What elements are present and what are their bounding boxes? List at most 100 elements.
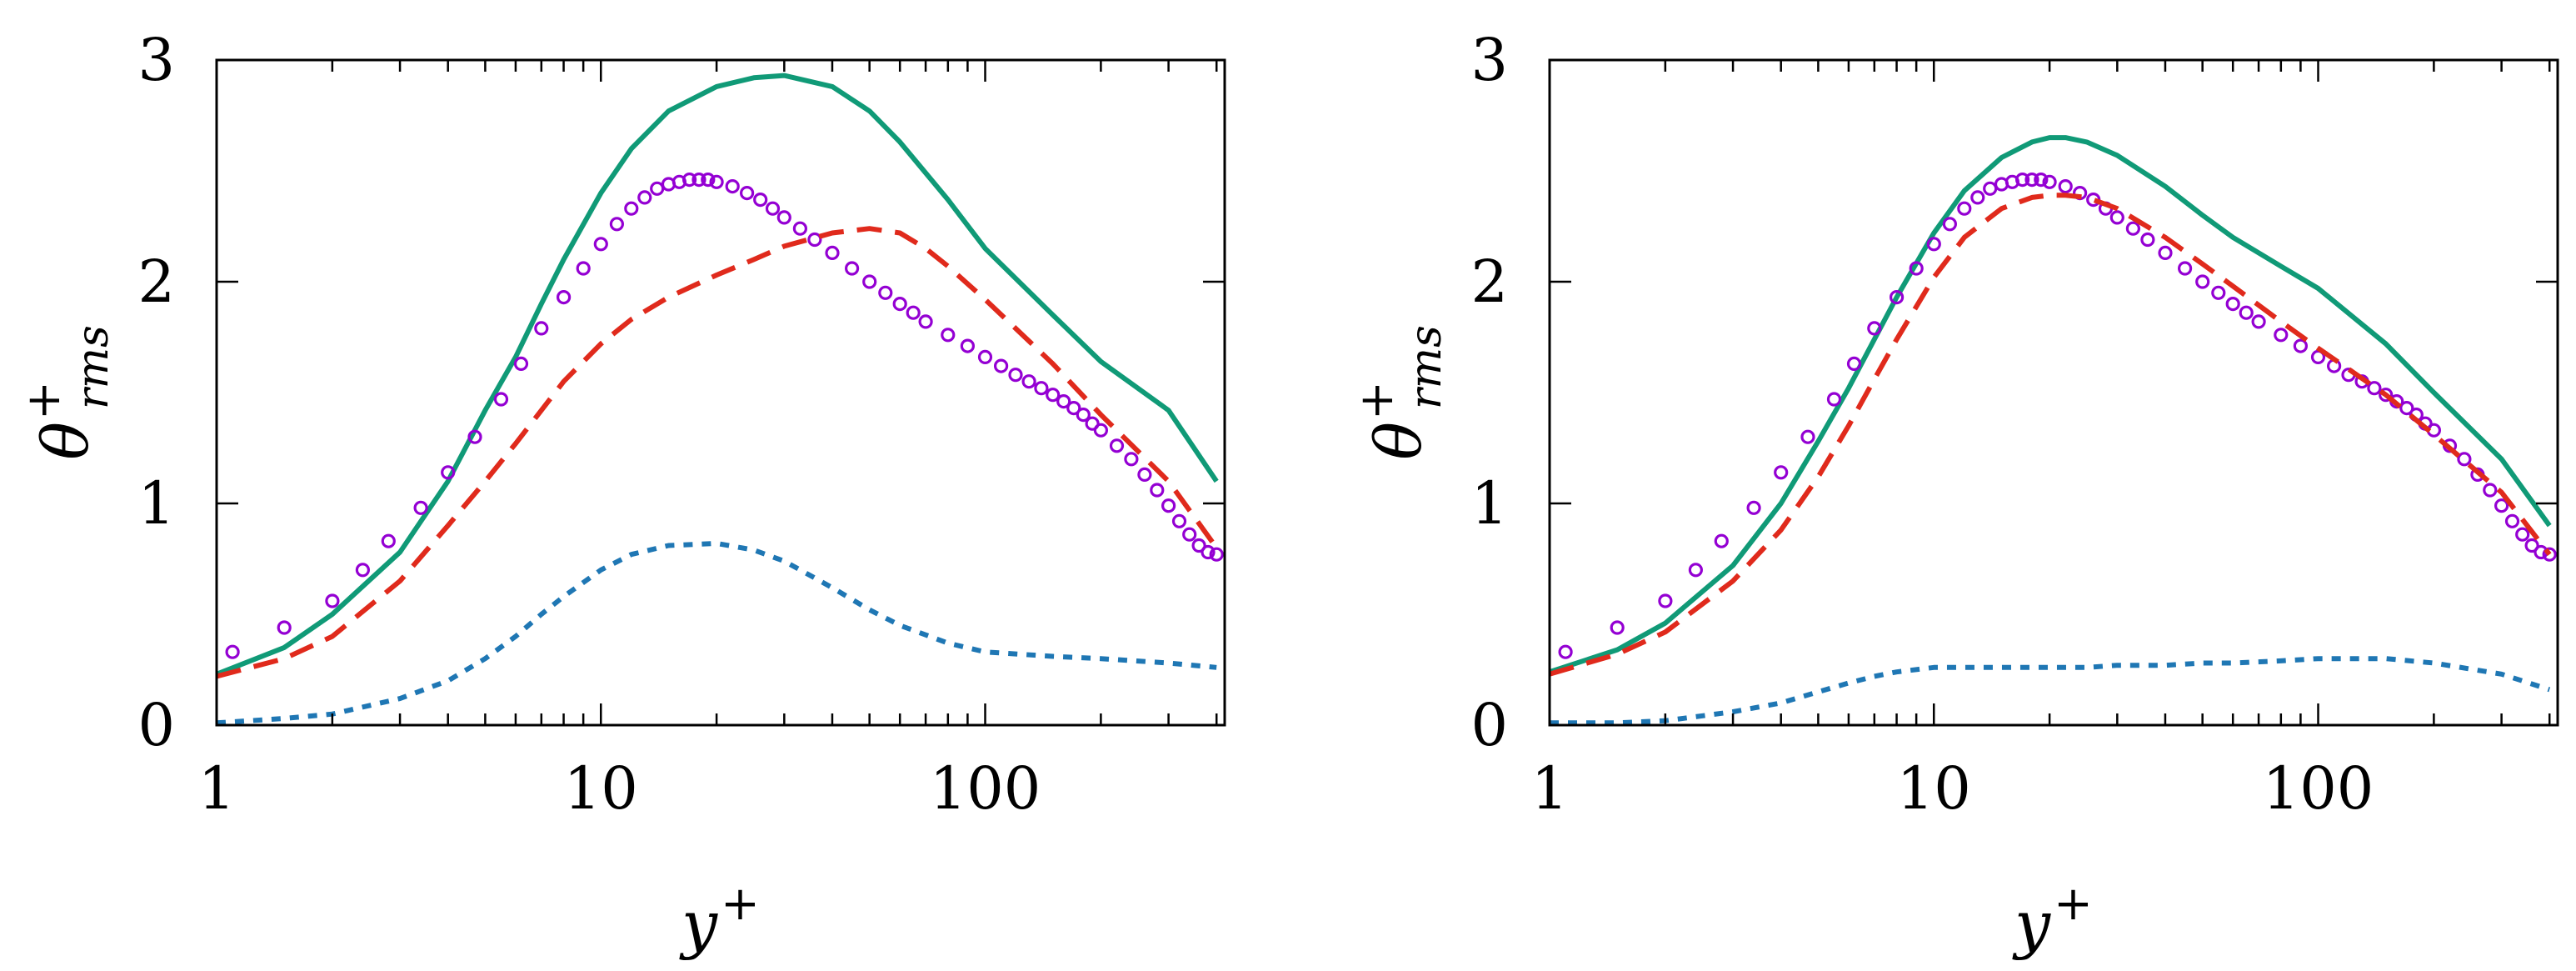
data-point <box>467 429 482 444</box>
data-point <box>1826 392 1842 407</box>
data-point <box>701 173 716 188</box>
plot-frame <box>1548 58 2559 727</box>
data-point <box>765 201 781 216</box>
y-axis-label-base: θ <box>1361 422 1435 460</box>
data-point <box>1150 483 1165 498</box>
data-point <box>1909 261 1924 276</box>
data-point <box>2109 210 2124 225</box>
series-dashed-line <box>1550 193 2552 677</box>
data-point <box>2024 173 2039 188</box>
data-point <box>650 181 665 196</box>
data-point <box>776 210 791 225</box>
data-point <box>1085 416 1100 431</box>
data-point <box>325 593 340 608</box>
data-point <box>1970 190 1985 205</box>
x-tick-label: 100 <box>2263 754 2374 823</box>
data-point <box>2195 274 2210 289</box>
data-point <box>1076 408 1091 423</box>
data-point <box>2225 297 2240 312</box>
x-tick-label: 10 <box>564 754 638 823</box>
data-point <box>2293 338 2308 353</box>
y-tick-label: 2 <box>137 248 175 316</box>
y-tick-label: 1 <box>1470 469 1508 538</box>
series-group <box>1550 135 2557 725</box>
data-point <box>709 174 724 189</box>
x-axis-label-sup: + <box>721 877 760 931</box>
data-point <box>277 620 292 635</box>
data-point <box>225 644 240 659</box>
data-point <box>1191 538 1206 553</box>
data-point <box>1846 356 1862 371</box>
data-point <box>1926 237 1941 252</box>
data-point <box>2158 245 2173 260</box>
data-point <box>441 465 456 480</box>
y-tick-label: 3 <box>137 26 175 94</box>
data-point <box>2399 401 2414 416</box>
data-point <box>1056 394 1071 409</box>
data-point <box>513 356 529 371</box>
data-point <box>2015 173 2030 188</box>
data-point <box>1066 401 1081 416</box>
data-point <box>1774 465 1789 480</box>
y-axis-label-base: θ <box>28 422 102 460</box>
x-tick-label: 100 <box>930 754 1041 823</box>
x-axis-label-base: y <box>2012 887 2051 961</box>
series-dotted-line <box>217 540 1217 725</box>
y-tick-label: 2 <box>1470 248 1508 316</box>
data-point <box>792 221 808 236</box>
data-point <box>413 500 428 515</box>
data-point <box>892 297 907 312</box>
tick-marks <box>1548 58 2558 727</box>
x-tick-label: 1 <box>1531 754 1569 823</box>
series-dashed-line <box>217 226 1219 679</box>
data-point <box>1867 321 1882 336</box>
data-point <box>1983 181 1998 196</box>
data-point <box>2524 538 2539 553</box>
data-point <box>2367 381 2382 396</box>
series-circles <box>225 173 1224 659</box>
data-point <box>1688 563 1704 578</box>
data-point <box>381 533 396 548</box>
series-dotted-line <box>1550 656 2551 725</box>
y-axis-label: θ+rms <box>17 325 118 460</box>
data-point <box>1942 217 1957 232</box>
data-point <box>941 328 956 343</box>
data-point <box>2125 221 2140 236</box>
data-point <box>2542 547 2557 562</box>
y-axis-label-sup: + <box>1350 381 1404 420</box>
data-point <box>1658 593 1673 608</box>
data-point <box>2457 452 2472 467</box>
data-point <box>1800 429 1815 444</box>
data-point <box>1558 644 1573 659</box>
data-point <box>1610 620 1625 635</box>
y-tick-label: 3 <box>1470 26 1508 94</box>
data-point <box>2251 314 2266 329</box>
x-axis-label-sup: + <box>2054 877 2093 931</box>
data-point <box>1182 527 1197 542</box>
data-point <box>753 193 768 208</box>
data-point <box>681 173 697 188</box>
data-point <box>1201 544 1216 560</box>
data-point <box>739 186 755 201</box>
series-solid-line <box>1550 135 2552 675</box>
x-axis-label: y+ <box>679 877 760 961</box>
data-point <box>2515 527 2530 542</box>
data-point <box>2494 498 2509 513</box>
y-tick-label: 1 <box>137 469 175 538</box>
data-point <box>1957 201 1972 216</box>
y-axis-label-sub: rms <box>1401 325 1451 409</box>
data-point <box>1093 423 1109 438</box>
data-point <box>918 314 933 329</box>
data-point <box>1890 290 1905 305</box>
data-point <box>624 201 639 216</box>
data-point <box>862 274 877 289</box>
data-point <box>355 563 370 578</box>
data-point <box>493 392 509 407</box>
data-point <box>534 321 549 336</box>
data-point <box>609 217 625 232</box>
data-point <box>1161 498 1176 513</box>
data-point <box>844 261 860 276</box>
data-point <box>960 338 976 353</box>
